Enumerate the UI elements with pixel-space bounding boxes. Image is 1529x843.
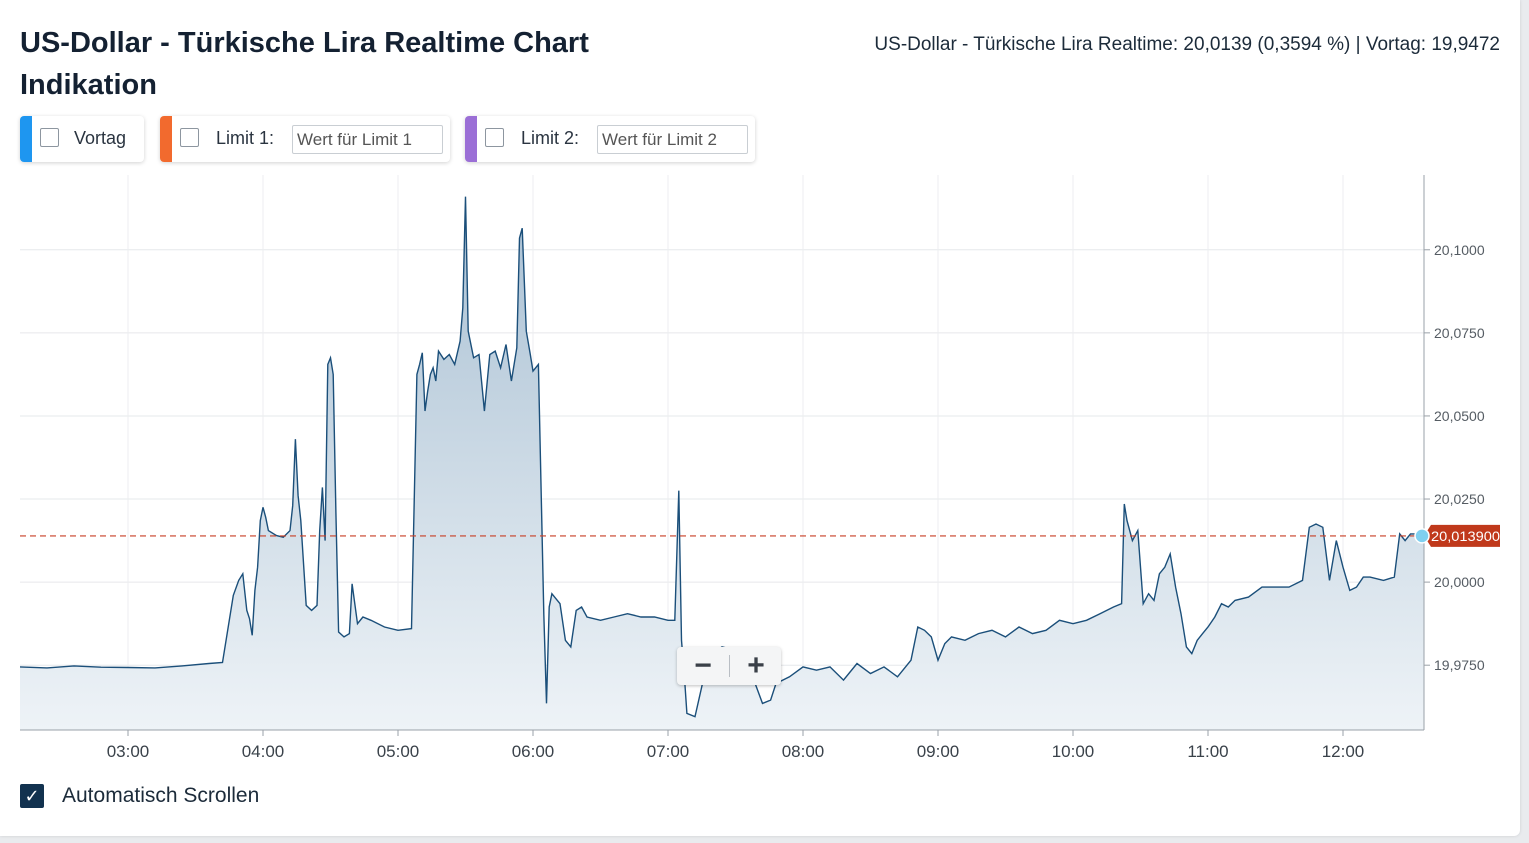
vortag-control: Vortag (20, 116, 144, 162)
x-tick-label: 08:00 (782, 742, 825, 761)
autoscroll-checkbox[interactable]: ✓ (20, 784, 44, 808)
zoom-controls: − + (677, 647, 781, 685)
limit2-color-bar (465, 116, 477, 162)
zoom-in-button[interactable]: + (747, 649, 765, 682)
limit1-checkbox[interactable] (180, 128, 199, 147)
x-tick-label: 10:00 (1052, 742, 1095, 761)
price-chart[interactable]: 19,9750 20,0000 20,0250 20,0500 20,0750 20,10… (0, 0, 1520, 780)
x-tick-label: 04:00 (242, 742, 285, 761)
autoscroll-label: Automatisch Scrollen (62, 784, 260, 807)
page-title: US-Dollar - Türkische Lira Realtime Char… (20, 27, 589, 101)
x-tick-label: 09:00 (917, 742, 960, 761)
y-tick-label: 20,1000 (1434, 242, 1485, 258)
vortag-color-bar (20, 116, 32, 162)
zoom-out-button[interactable]: − (694, 649, 712, 682)
price-area (20, 196, 1424, 731)
limit2-label: Limit 2: (521, 128, 580, 148)
x-tick-label: 03:00 (107, 742, 150, 761)
limit2-checkbox[interactable] (485, 128, 504, 147)
x-tick-label: 02:00 (0, 742, 14, 761)
x-tick-label: 06:00 (512, 742, 555, 761)
y-tick-label: 20,0250 (1434, 491, 1485, 507)
x-tick-label: 12:00 (1322, 742, 1365, 761)
limit1-input[interactable] (292, 125, 443, 154)
price-line (20, 196, 1424, 718)
current-price-label: 20,013900 (1431, 528, 1500, 544)
y-tick-label: 20,0500 (1434, 408, 1485, 424)
y-tick-label: 20,0000 (1434, 574, 1485, 590)
current-price-dot (1414, 528, 1430, 544)
limit2-control: Limit 2: (465, 116, 755, 162)
y-tick-label: 19,9750 (1434, 657, 1485, 673)
realtime-quote: US-Dollar - Türkische Lira Realtime: 20,… (874, 34, 1500, 55)
vortag-checkbox[interactable] (40, 128, 59, 147)
limit2-input[interactable] (597, 125, 748, 154)
x-tick-label: 07:00 (647, 742, 690, 761)
x-tick-label: 11:00 (1187, 742, 1228, 761)
y-tick-label: 20,0750 (1434, 325, 1485, 341)
limit1-control: Limit 1: (160, 116, 450, 162)
limit1-label: Limit 1: (216, 128, 275, 148)
limit1-color-bar (160, 116, 172, 162)
autoscroll-toggle[interactable]: ✓ Automatisch Scrollen (20, 784, 259, 808)
x-tick-label: 05:00 (377, 742, 420, 761)
vortag-label: Vortag (74, 128, 127, 148)
zoom-separator (729, 655, 730, 677)
current-price-badge (1424, 524, 1500, 547)
